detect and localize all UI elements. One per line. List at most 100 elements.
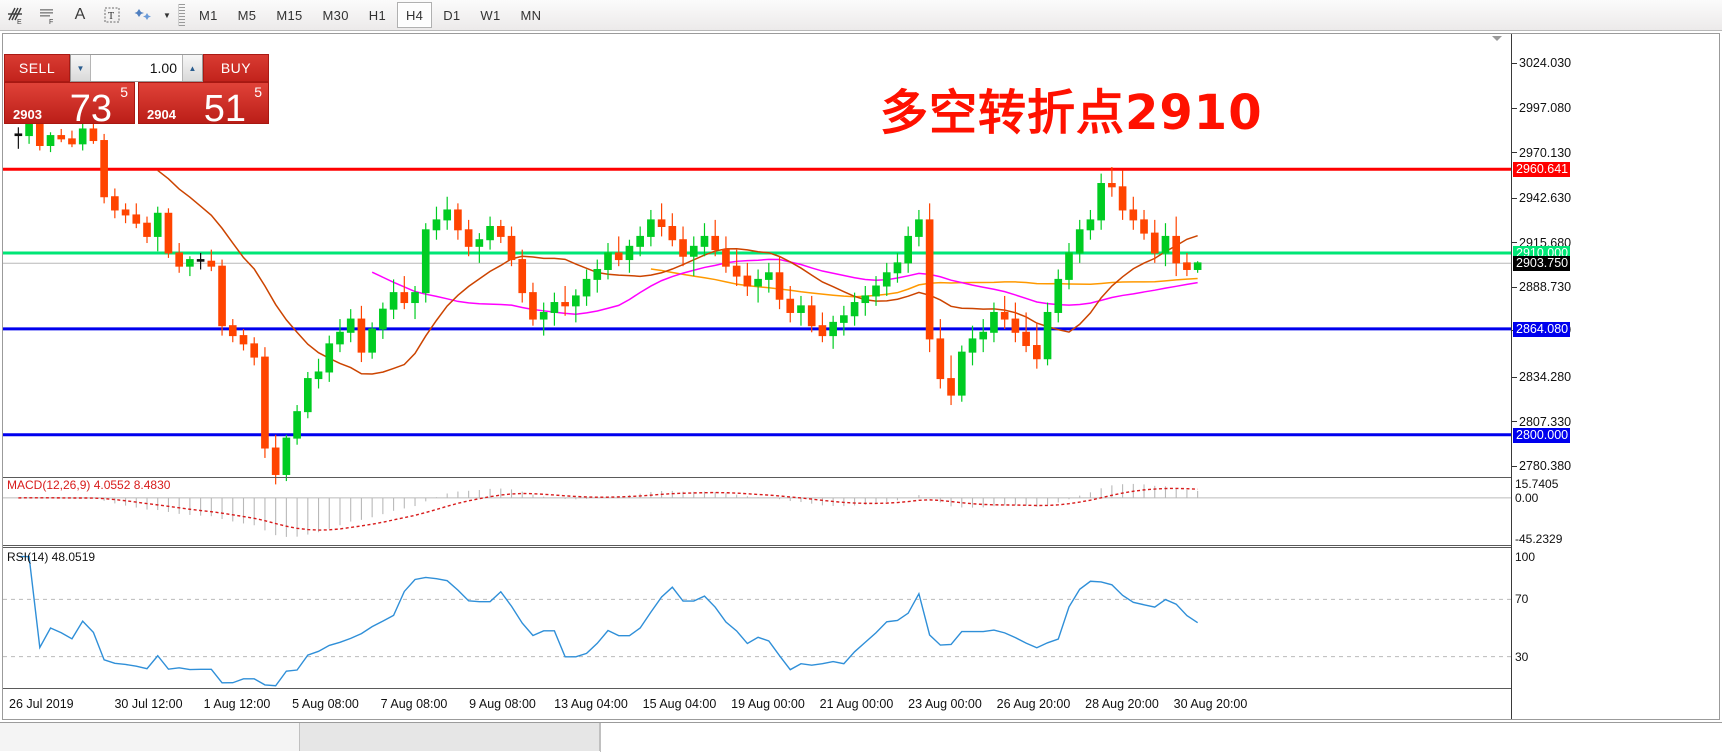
price-tick: 2915.680 [1512,236,1712,250]
candle-body [636,235,644,247]
rsi-label: RSI(14) 48.0519 [7,550,96,564]
buy-price-tile[interactable]: 2904 51 5 [138,82,269,124]
candle-body [936,338,945,380]
sell-button[interactable]: SELL [4,54,70,82]
timeframe-h1[interactable]: H1 [368,7,386,23]
price-level-badge-support-blue-2[interactable]: 2800.000 [1513,427,1571,443]
candle-body [722,249,730,267]
candle-body [46,135,55,146]
candle-body [486,225,494,241]
buy-price-fraction: 5 [254,84,262,100]
candle-body [518,259,527,294]
candle-body [186,259,194,267]
candle-body [250,343,259,358]
candle-body [807,305,816,327]
candle-body [818,325,827,337]
candle-body [957,351,966,396]
time-axis[interactable]: 26 Jul 2019 30 Jul 12:00 1 Aug 12:00 5 Aug … [3,688,1511,719]
candle-body [1086,219,1095,231]
statusbar-tab-1[interactable] [0,723,300,751]
candle-body [314,371,323,380]
candle-body [496,225,505,237]
candle-body [400,292,409,304]
price-level-badge-last-price-black[interactable]: 2903.750 [1513,256,1571,272]
indicators-icon[interactable]: E [1,2,31,29]
candle-body [1108,183,1116,188]
volume-value[interactable]: 1.00 [149,60,177,76]
candle-body [228,325,237,337]
candle-body [121,209,130,216]
price-axis[interactable]: 3024.030 2997.080 2970.130 2942.630 2915.680… [1511,34,1719,719]
rsi-pane[interactable]: RSI(14) 48.0519 [3,547,1511,688]
candle-body [625,245,634,261]
candle-body [604,252,612,270]
candle-body [1000,311,1009,320]
price-level-badge-resistance-red[interactable]: 2960.641 [1513,162,1571,178]
candle-body [346,318,355,333]
objects-icon[interactable] [129,2,159,29]
buy-button[interactable]: BUY [203,54,269,82]
candle-body [1161,235,1170,254]
svg-text:E: E [17,19,22,26]
price-tick-label: 2997.080 [1519,100,1572,115]
candle-body [218,265,226,327]
sell-price-integer: 2903 [13,107,42,122]
candle-body [261,356,269,449]
timeframe-group: M1 M5 M15 M30 H1 H4 D1 W1 MN [189,2,551,28]
candle-body [196,259,205,262]
candle-body [303,378,312,413]
macd-signal-line [18,487,1198,531]
text-label-icon[interactable]: T [97,2,127,29]
sell-price-tile[interactable]: 2903 73 5 [4,82,135,124]
objects-dropdown-caret[interactable]: ▼ [163,10,171,20]
price-level-badge-support-blue-1[interactable]: 2864.080 [1513,321,1571,337]
status-bar [0,722,1722,752]
timeframe-mn[interactable]: MN [520,7,542,23]
time-tick-label: 21 Aug 00:00 [819,697,894,711]
candle-body [421,229,430,294]
macd-pane[interactable]: MACD(12,26,9) 4.0552 8.4830 [3,477,1511,546]
candle-body [1193,262,1202,270]
timeframe-h4[interactable]: H4 [396,2,433,28]
candle-body [411,292,419,304]
timeframe-m1[interactable]: M1 [199,7,218,23]
candle-body [679,239,687,257]
candle-body [175,252,183,267]
price-tick-label: 2780.380 [1519,459,1572,474]
candle-body [164,212,173,254]
candle-body [1054,278,1063,313]
timeframe-m5[interactable]: M5 [237,7,257,23]
one-click-trade-panel[interactable]: SELL ▼ 1.00 ▲ BUY 2903 73 5 2904 51 5 [4,54,269,124]
candle-body [132,214,141,224]
candle-body [68,138,76,145]
candle-body [1043,311,1052,360]
chart-annotation-text: 多空转折点2910 [880,85,1263,141]
text-tool-icon[interactable]: A [74,6,86,23]
candle-body [915,219,923,237]
volume-increase-icon[interactable]: ▲ [182,55,202,81]
candle-body [743,275,752,287]
price-tick: 2807.330 [1512,414,1712,429]
rsi-tick-label: 70 [1515,592,1529,607]
timeframe-d1[interactable]: D1 [443,7,461,23]
macd-label: MACD(12,26,9) 4.0552 8.4830 [7,478,171,492]
volume-stepper[interactable]: ▼ 1.00 ▲ [70,54,203,82]
macd-tick-label: -45.2329 [1515,531,1563,546]
candle-body [1011,318,1020,333]
candle-body [1183,262,1191,270]
candle-body [979,331,988,340]
volume-decrease-icon[interactable]: ▼ [71,55,91,81]
statusbar-tab-2[interactable] [300,723,600,751]
periodicity-icon[interactable]: F [33,2,63,29]
price-tick-label: 2807.330 [1519,414,1572,429]
chart-collapse-icon[interactable] [1489,34,1505,42]
timeframe-w1[interactable]: W1 [480,7,501,23]
price-tick-label: 2834.280 [1519,370,1572,385]
timeframe-m30[interactable]: M30 [322,7,349,23]
time-tick-label: 28 Aug 20:00 [1085,697,1159,711]
timeframe-m15[interactable]: M15 [276,7,303,23]
candle-body [111,196,119,211]
candle-body [1129,209,1138,221]
price-tick: 2780.380 [1512,460,1712,473]
price-pane[interactable] [3,43,1511,491]
